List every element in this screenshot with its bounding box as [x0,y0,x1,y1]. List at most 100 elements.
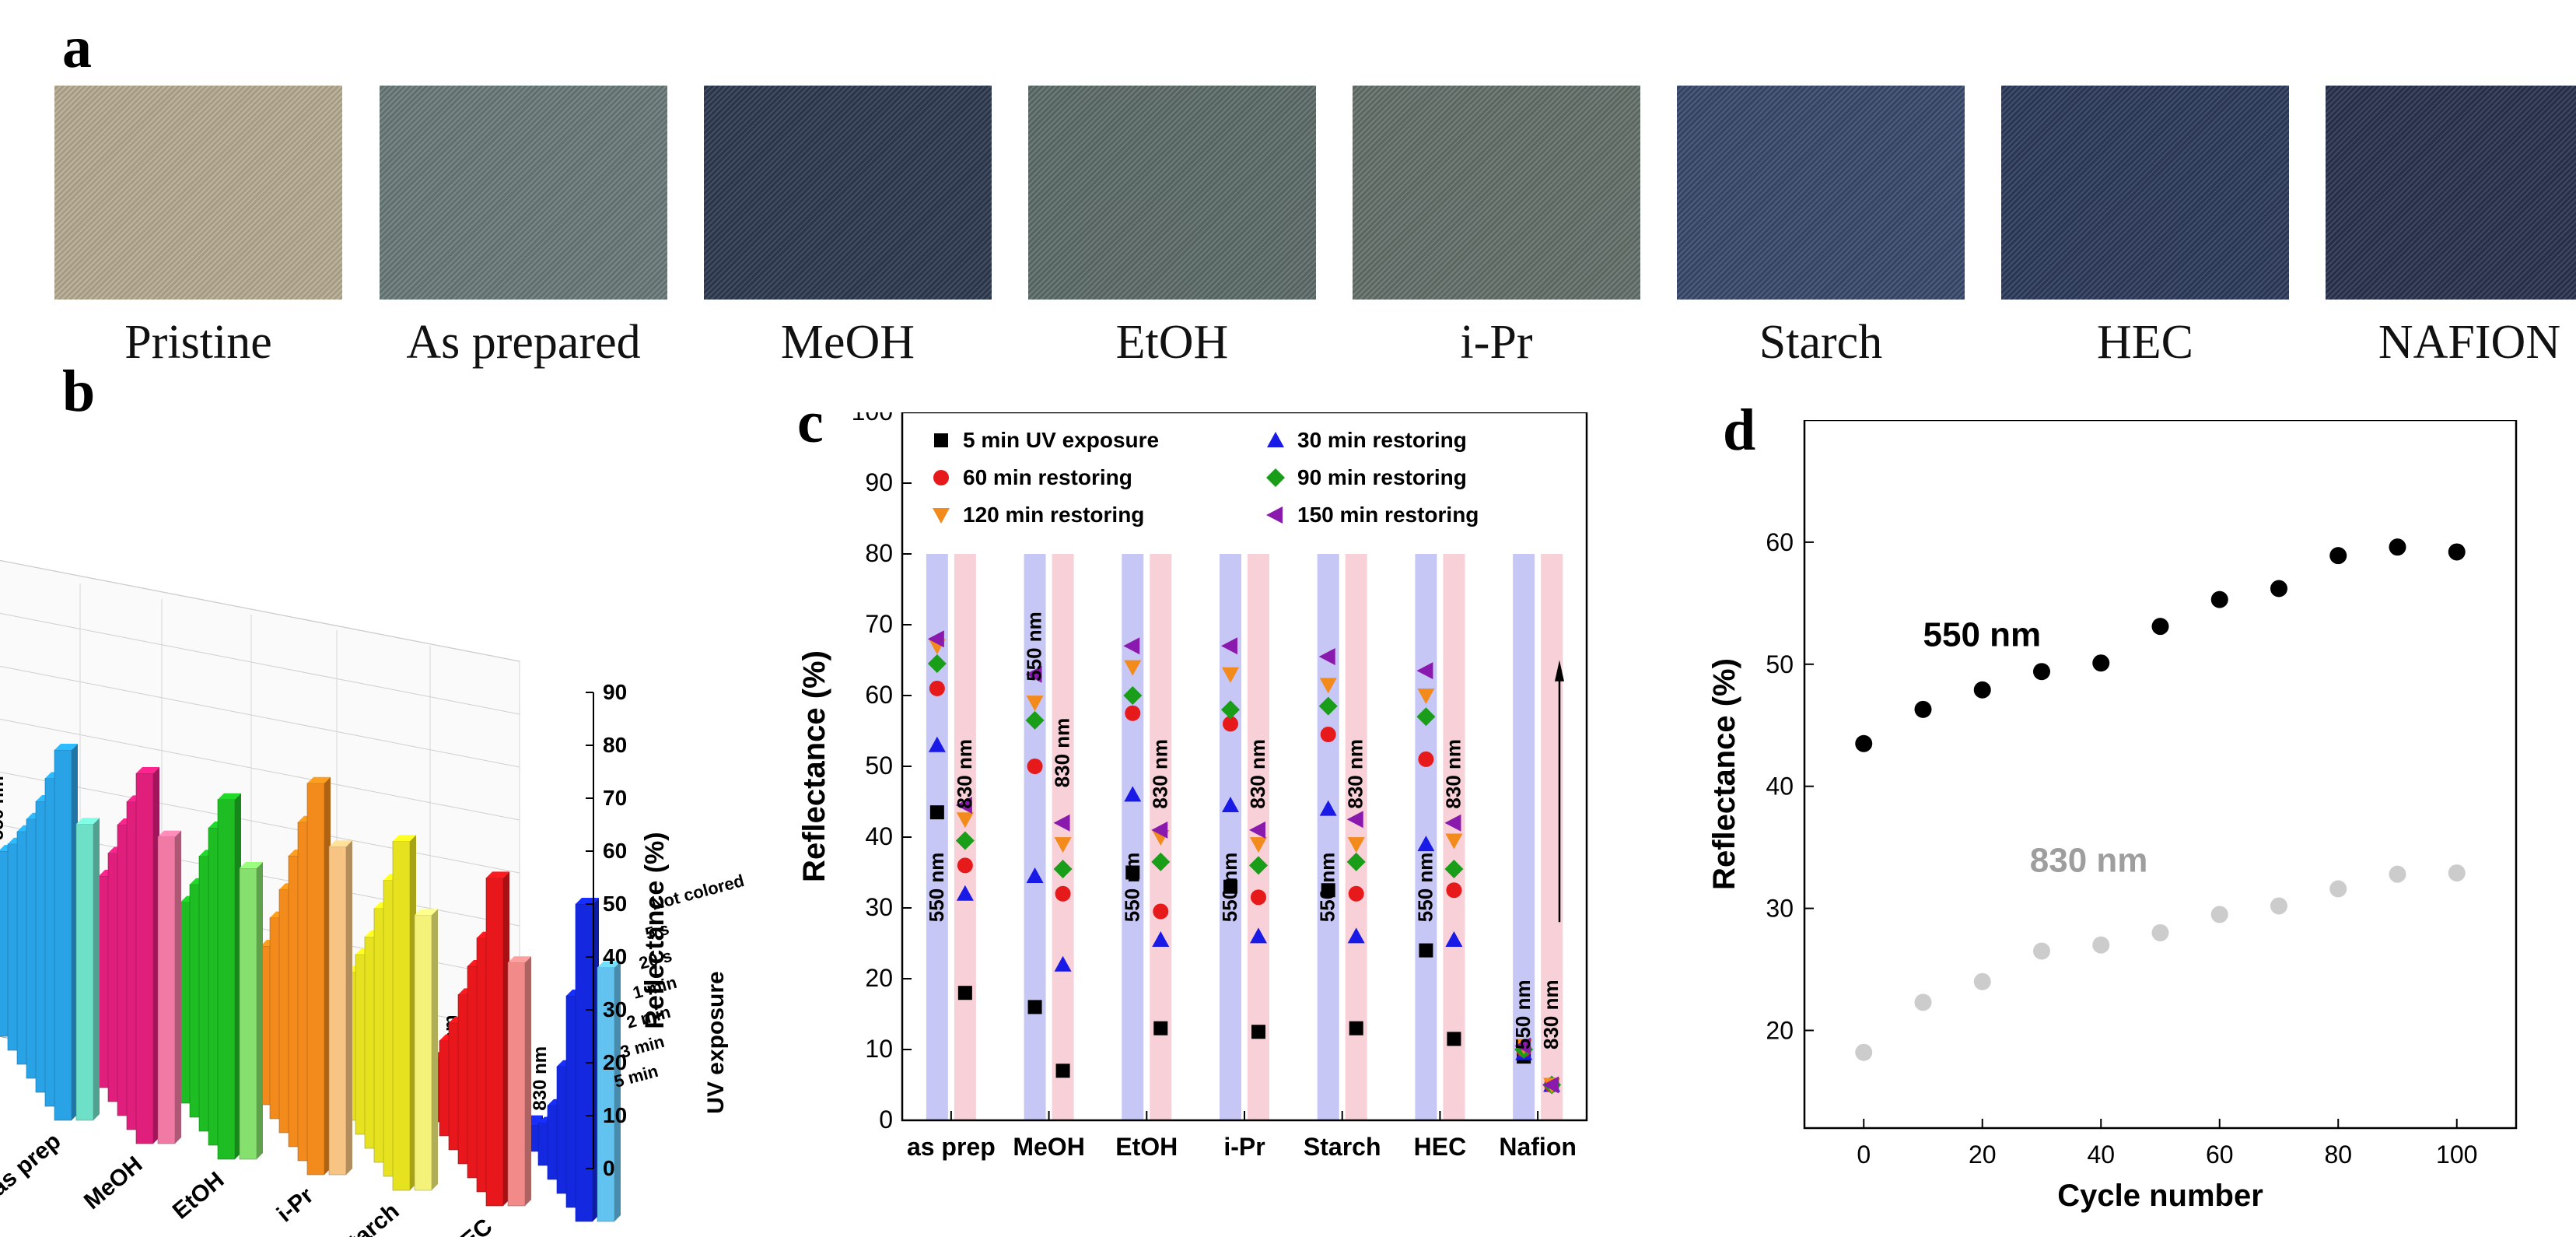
chart-d: 20 30 40 50 60 Reflectance (%) 0 20 40 60 80 100 Cyc… [1711,420,2518,1213]
chart-b-gridline [0,771,520,874]
bar-830 [597,961,621,1222]
bar-front [414,915,432,1191]
y-tick-label: 10 [865,1035,893,1063]
z-tick-label: 20 [603,1050,627,1074]
bar-side [346,840,352,1175]
chart-d-y-axis: 20 30 40 50 60 Reflectance (%) [1711,528,1814,1044]
data-point [2033,663,2050,681]
chart-b-gridline [0,559,520,662]
x-tick-label: 60 [2206,1141,2234,1169]
data-point [2389,538,2406,556]
band-550 [1122,554,1144,1120]
legend-marker [1266,506,1283,524]
fabric-swatch [54,86,342,300]
data-point-830 [1445,930,1463,947]
fabric-swatch-label: Starch [1759,316,1883,369]
legend-marker [933,470,949,485]
bar-front [328,846,347,1176]
bar-side [432,909,438,1190]
z-tick-label: 70 [603,786,627,810]
fabric-swatch-image [1677,86,1965,300]
exposure-axis-title: UV exposure [703,971,729,1113]
data-point-550 [1320,727,1336,743]
data-point-550 [1319,800,1337,816]
bar-top [508,956,531,963]
bar-550 [54,744,78,1121]
bar-top [158,830,181,837]
data-point-550 [1321,883,1335,898]
fabric-swatch [1028,86,1316,300]
y-tick-label: 100 [852,412,893,426]
panel-c-letter: c [797,390,824,455]
bar-front [507,962,526,1207]
data-point-550 [1418,751,1434,767]
x-tick-label: i-Pr [1223,1133,1265,1161]
y-tick-label: 90 [865,468,893,496]
band-550 [1220,554,1241,1120]
data-point-830 [955,797,972,815]
data-point-830 [1347,837,1365,853]
data-point-550 [1223,716,1238,732]
x-tick-label: Starch [1304,1133,1381,1161]
bar-front [135,773,154,1144]
chart-b-gridline [0,612,520,715]
band-830 [1345,554,1367,1120]
data-point-830 [957,857,973,874]
fabric-swatch-label: MeOH [780,316,915,369]
data-point [2448,864,2466,882]
data-point-550 [1123,637,1140,655]
data-point-830 [1445,833,1463,850]
fabric-swatch-image [380,86,667,300]
series-label-550: 550 nm [1923,615,2042,654]
bar-front [75,823,94,1121]
fabric-swatch-image [2326,86,2576,300]
wavelength-label-550: 550 nm [925,853,948,923]
wavelength-label-550: 550 nm [1511,979,1535,1050]
data-point-830 [1348,885,1364,902]
data-point-830 [1250,927,1267,944]
data-point-550 [1318,647,1335,665]
bar-side [257,862,263,1159]
x-tick-label: Nafion [1499,1133,1577,1161]
bar-top [393,835,416,842]
bar-side [525,956,531,1206]
data-point-550 [1514,1037,1531,1055]
bar-top [54,744,78,750]
series-label-830: 830 nm [2030,842,2148,880]
bar-550 [392,835,416,1191]
data-point-830 [1346,852,1366,871]
data-point-550 [1318,696,1338,716]
fabric-swatch-label: NAFION [2378,316,2561,369]
x-tick-label: EtOH [1115,1133,1178,1161]
x-tick-label: as prep [907,1133,996,1161]
fabric-swatch-label: Pristine [124,316,272,369]
bar-front [157,836,176,1144]
fabric-swatch-image [54,86,342,300]
data-point [2033,942,2050,960]
z-tick-label: 30 [603,997,627,1021]
z-tick-label: 0 [603,1156,615,1180]
x-tick-label: MeOH [1013,1133,1084,1161]
fabric-swatch-image [2001,86,2289,300]
data-point [2210,906,2228,923]
data-point [2151,618,2169,636]
data-point-830 [1153,903,1169,920]
data-point [2329,880,2347,898]
bar-830 [328,840,352,1176]
chart-d-frame [1803,420,2518,1130]
bar-top [329,840,352,847]
data-point [1914,993,1932,1011]
data-point-550 [929,680,945,696]
chart-c: 0 10 20 30 40 50 60 70 80 90 100 Reflectance (%) as … [801,412,1588,1161]
bar-top [307,776,331,783]
bar-top [486,871,509,878]
fabric-swatch-label: HEC [2097,316,2193,369]
y-tick-label: 50 [1766,650,1794,678]
bar-front [239,867,257,1160]
data-point-550 [1025,710,1045,730]
fabric-swatch [2001,86,2289,300]
data-point [2270,897,2287,915]
